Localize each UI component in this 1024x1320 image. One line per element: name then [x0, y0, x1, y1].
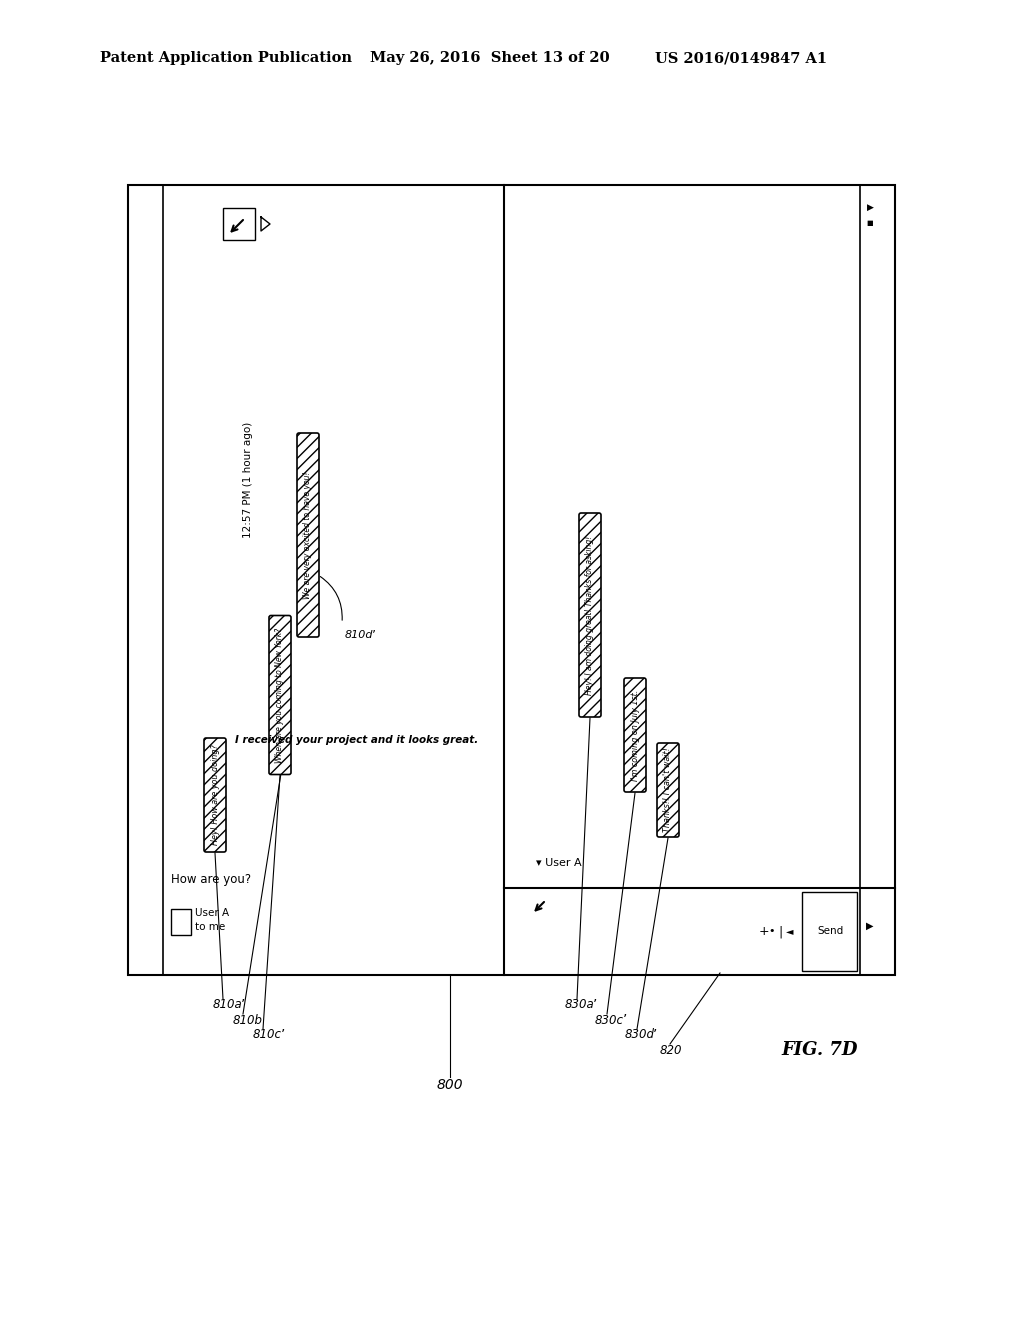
- Bar: [128, 185, 895, 975]
- Text: ◄: ◄: [786, 927, 794, 936]
- Text: Hey! I am doing great! Thanks for asking!: Hey! I am doing great! Thanks for asking…: [586, 536, 595, 694]
- Text: |: |: [778, 927, 782, 939]
- FancyBboxPatch shape: [269, 615, 291, 775]
- Text: ’: ’: [653, 1028, 657, 1041]
- Text: •: •: [769, 927, 775, 936]
- FancyArrowPatch shape: [321, 577, 342, 620]
- Text: 800: 800: [436, 1078, 463, 1092]
- FancyBboxPatch shape: [297, 433, 319, 638]
- Text: FIG. 7D: FIG. 7D: [781, 1041, 858, 1059]
- Text: ’: ’: [593, 998, 597, 1012]
- Text: When are you coming to New York?: When are you coming to New York?: [275, 627, 285, 763]
- Text: ’: ’: [241, 998, 246, 1012]
- FancyBboxPatch shape: [204, 738, 226, 851]
- Text: 830d: 830d: [625, 1028, 655, 1041]
- FancyBboxPatch shape: [579, 513, 601, 717]
- Bar: [802, 892, 857, 972]
- FancyBboxPatch shape: [624, 678, 646, 792]
- Text: We are very excited to have you!: We are very excited to have you!: [303, 471, 312, 599]
- Text: 830c: 830c: [595, 1014, 624, 1027]
- Bar: [171, 909, 191, 935]
- Text: 830a: 830a: [565, 998, 595, 1011]
- Text: Patent Application Publication: Patent Application Publication: [100, 51, 352, 65]
- Text: 12:57 PM (1 hour ago): 12:57 PM (1 hour ago): [243, 422, 253, 539]
- Text: ’: ’: [623, 1012, 628, 1027]
- Text: 810d: 810d: [345, 630, 374, 640]
- Text: Send: Send: [817, 927, 843, 936]
- Text: Thanks!! I can't wait!: Thanks!! I can't wait!: [664, 747, 673, 833]
- Text: ■: ■: [866, 220, 873, 226]
- Text: I'm coming on July 1st.: I'm coming on July 1st.: [631, 689, 640, 780]
- Text: User A: User A: [195, 908, 229, 917]
- Text: 810a: 810a: [213, 998, 243, 1011]
- Text: to me: to me: [195, 921, 225, 932]
- Text: Hey! How are you doing?: Hey! How are you doing?: [211, 744, 219, 845]
- Text: ▾ User A: ▾ User A: [536, 858, 582, 869]
- Text: I received your project and it looks great.: I received your project and it looks gre…: [234, 735, 478, 744]
- Text: US 2016/0149847 A1: US 2016/0149847 A1: [655, 51, 827, 65]
- Text: May 26, 2016  Sheet 13 of 20: May 26, 2016 Sheet 13 of 20: [370, 51, 609, 65]
- Bar: [506, 890, 858, 973]
- Text: 820: 820: [660, 1044, 683, 1056]
- FancyBboxPatch shape: [657, 743, 679, 837]
- Text: ’: ’: [372, 628, 376, 642]
- Text: 810c: 810c: [253, 1028, 282, 1041]
- Text: ▶: ▶: [866, 920, 873, 931]
- Text: ’: ’: [281, 1028, 286, 1041]
- Text: +: +: [759, 925, 769, 939]
- Bar: [223, 209, 255, 240]
- Text: 810b: 810b: [233, 1014, 263, 1027]
- Text: How are you?: How are you?: [171, 874, 251, 887]
- Text: ▶: ▶: [866, 202, 873, 211]
